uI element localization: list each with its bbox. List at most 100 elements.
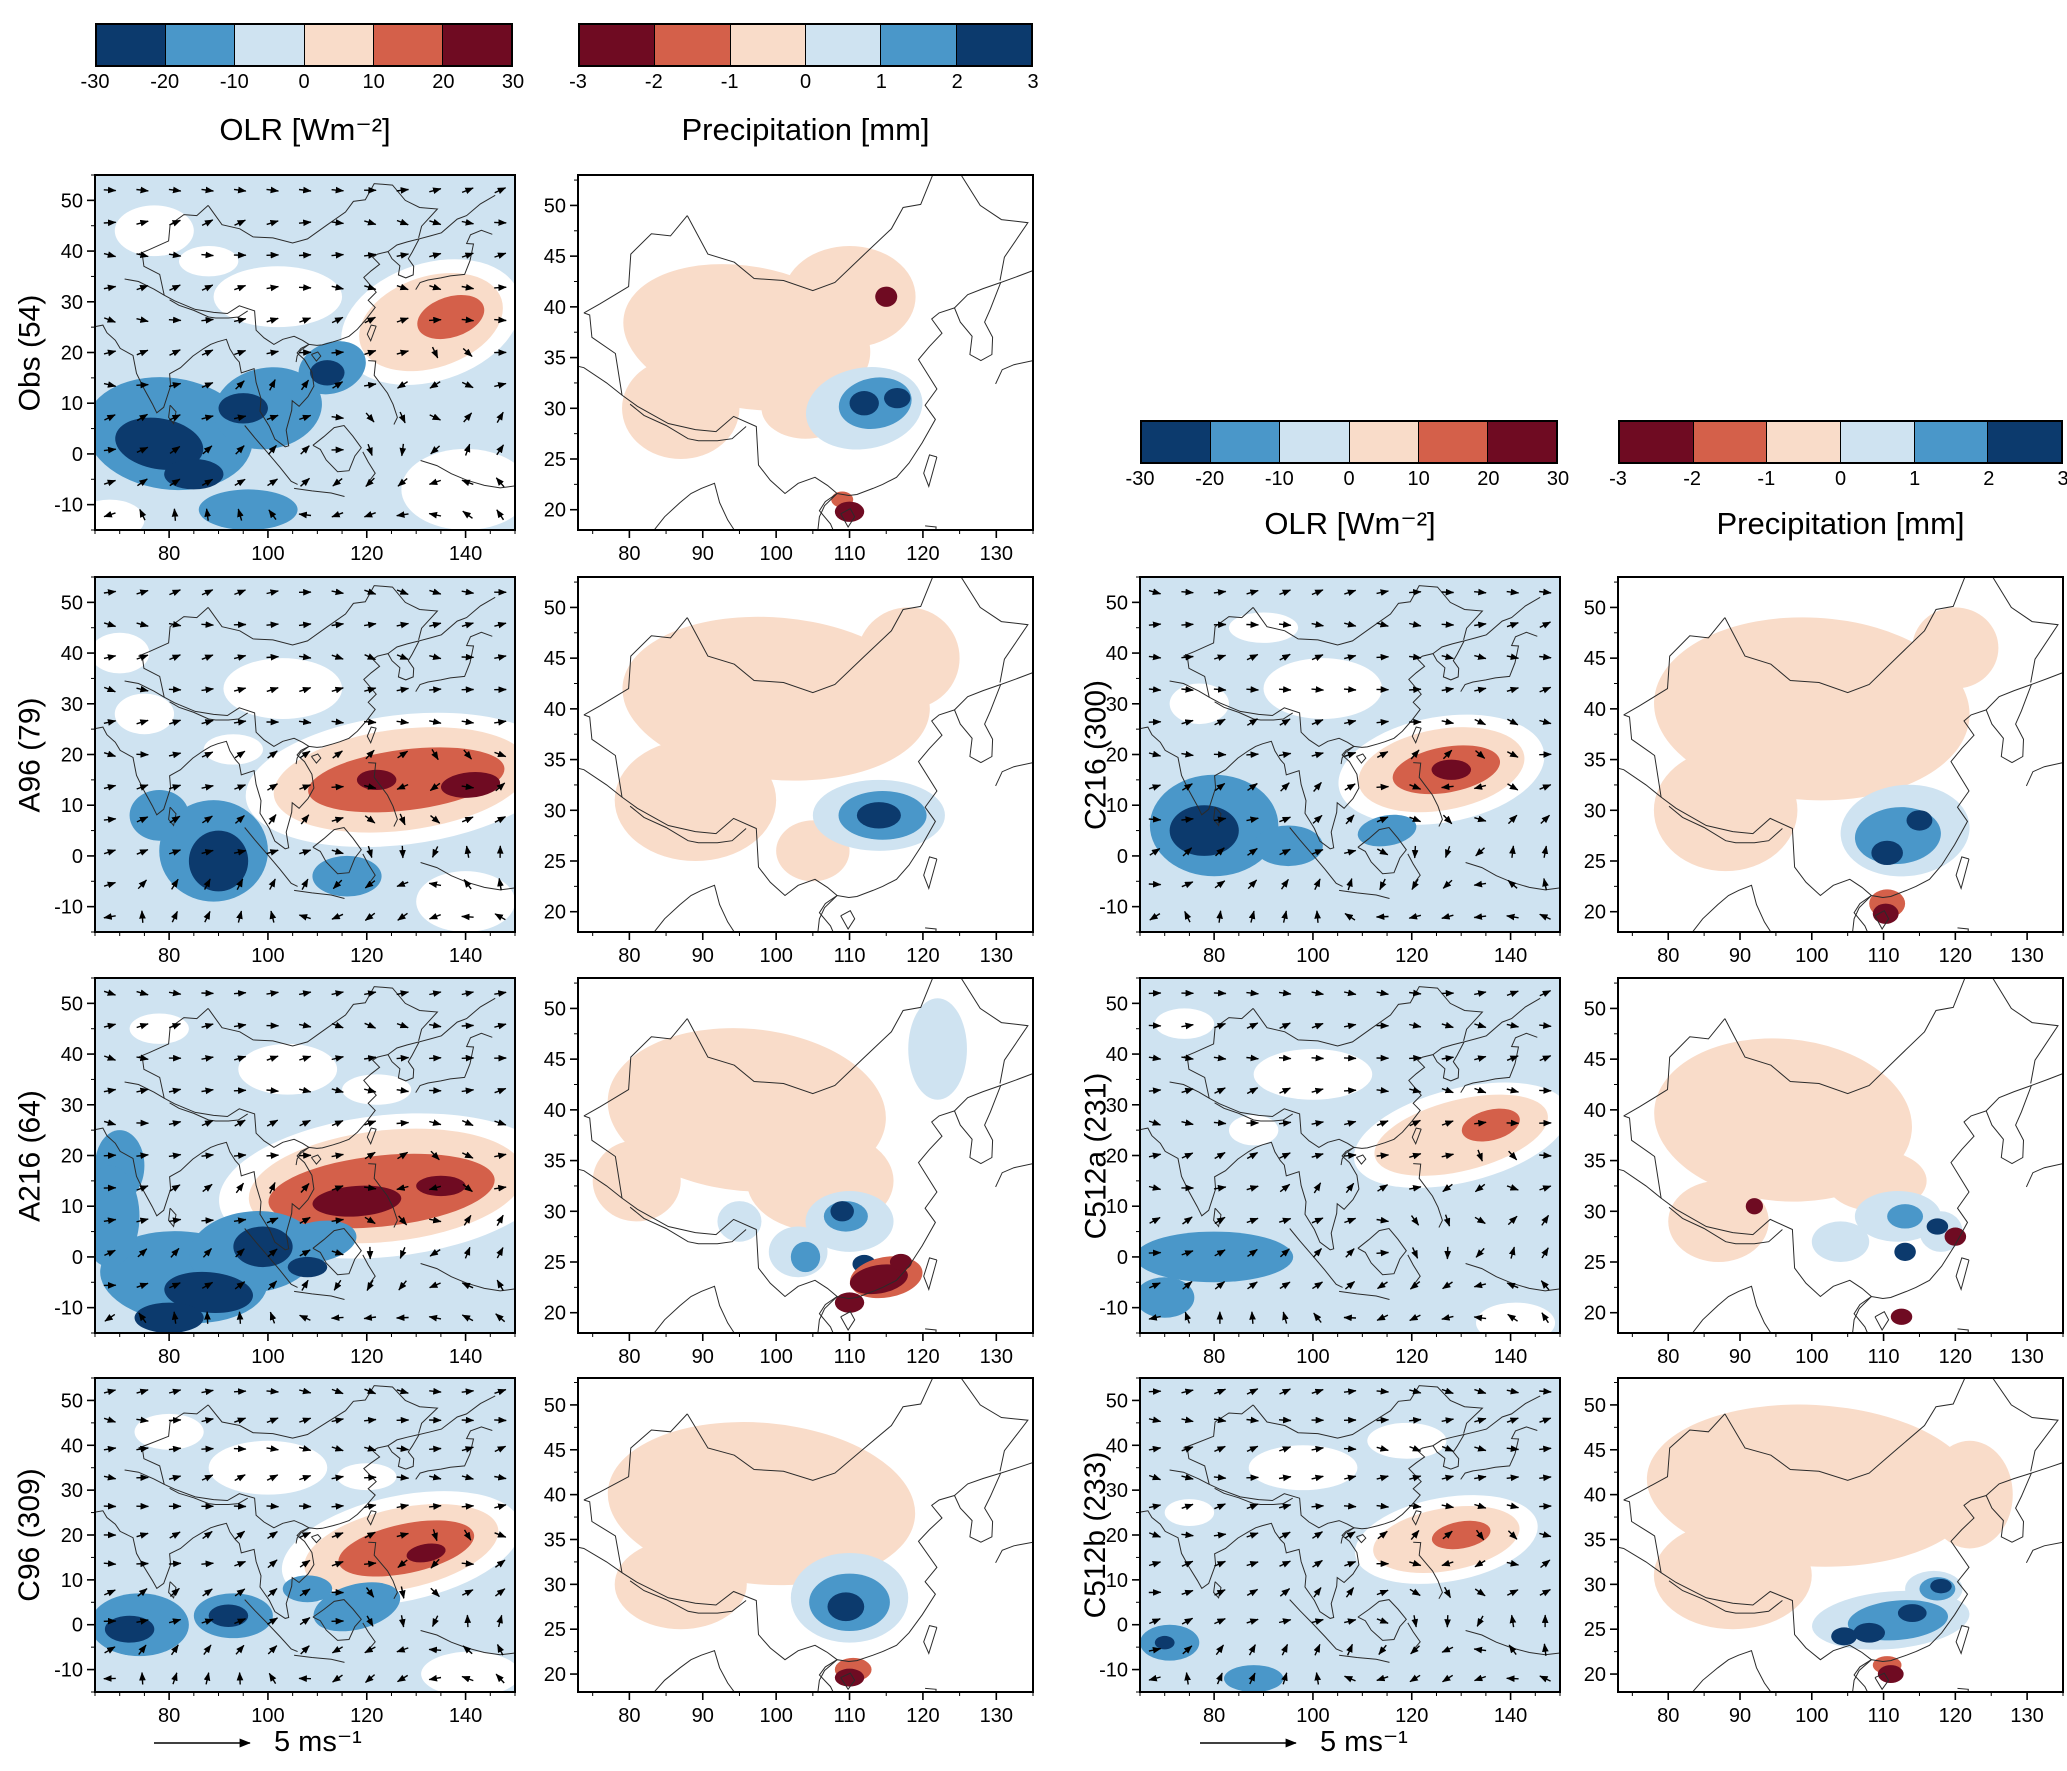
svg-text:50: 50 (1106, 1390, 1128, 1412)
svg-text:20: 20 (544, 902, 566, 924)
svg-text:50: 50 (61, 592, 83, 614)
svg-text:10: 10 (61, 393, 83, 415)
svg-text:25: 25 (1584, 851, 1606, 873)
colorbar-segment-maroon (1486, 422, 1557, 462)
svg-text:30: 30 (1106, 1480, 1128, 1502)
svg-text:90: 90 (692, 1346, 714, 1368)
svg-text:-10: -10 (54, 897, 83, 919)
colorbar-tick: -10 (1264, 468, 1294, 490)
colorbar-segment-navy (1987, 422, 2062, 462)
svg-text:30: 30 (1584, 1201, 1606, 1223)
svg-text:130: 130 (2010, 1705, 2043, 1727)
precip-map-c216-precip: 80 90 100 110 120 130 20 25 30 35 40 45 50 (1584, 576, 2064, 967)
svg-text:50: 50 (544, 1395, 566, 1417)
svg-text:50: 50 (1584, 998, 1606, 1020)
svg-text:130: 130 (980, 1346, 1013, 1368)
svg-text:40: 40 (61, 643, 83, 665)
svg-text:25: 25 (544, 1619, 566, 1641)
olr-map-a216-olr: 80 100 120 140 -10 0 10 20 30 40 50 (54, 977, 516, 1368)
colorbar-tick: 30 (1546, 468, 1570, 490)
svg-text:50: 50 (544, 597, 566, 619)
colorbar-precip-left: -3 -2 -1 0 1 2 3 (569, 23, 1039, 95)
svg-text:45: 45 (1584, 648, 1606, 670)
svg-text:80: 80 (1203, 945, 1225, 967)
svg-text:30: 30 (1106, 694, 1128, 716)
svg-text:40: 40 (544, 1485, 566, 1507)
map-panel-c216-precip: 80 90 100 110 120 130 20 25 30 35 40 45 50 (1560, 571, 2067, 970)
svg-text:30: 30 (544, 1574, 566, 1596)
wind-scale-right: 5 ms⁻¹ (1196, 1724, 1408, 1759)
svg-text:50: 50 (544, 195, 566, 217)
colorbar-tick: -30 (80, 71, 110, 93)
colorbar-tick: -3 (1609, 468, 1627, 490)
svg-text:50: 50 (61, 993, 83, 1015)
svg-text:25: 25 (544, 851, 566, 873)
svg-text:30: 30 (61, 292, 83, 314)
colorbar-olr-right-segments (1140, 420, 1558, 464)
svg-text:80: 80 (618, 543, 640, 565)
svg-text:50: 50 (1106, 993, 1128, 1015)
row-label-a96: A96 (79) (13, 696, 46, 813)
map-panel-c216-olr: 80 100 120 140 -10 0 10 20 30 40 50 (1082, 571, 1570, 970)
colorbar-tick: 1 (875, 71, 887, 93)
colorbar-segment-maroon (580, 25, 655, 65)
svg-text:80: 80 (618, 1346, 640, 1368)
svg-text:45: 45 (544, 1049, 566, 1071)
svg-text:40: 40 (1584, 1485, 1606, 1507)
row-label-c512b: C512b (233) (1079, 1451, 1112, 1619)
precip-map-c96-precip: 80 90 100 110 120 130 20 25 30 35 40 45 50 (544, 1377, 1034, 1727)
svg-text:80: 80 (1657, 1705, 1679, 1727)
svg-text:10: 10 (1106, 1196, 1128, 1218)
svg-text:120: 120 (350, 945, 383, 967)
svg-text:130: 130 (2010, 1346, 2043, 1368)
svg-text:120: 120 (350, 1705, 383, 1727)
colorbar-tick: -20 (1195, 468, 1225, 490)
svg-text:140: 140 (449, 1346, 482, 1368)
svg-text:10: 10 (61, 795, 83, 817)
colorbar-precip-right-ticks: -3 -2 -1 0 1 2 3 (1609, 464, 2067, 492)
colorbar-tick: 1 (1909, 468, 1921, 490)
map-panel-a96-precip: 80 90 100 110 120 130 20 25 30 35 40 45 50 (520, 571, 1043, 970)
colorbar-segment-light_blue (804, 25, 881, 65)
svg-text:100: 100 (1296, 1705, 1329, 1727)
svg-text:45: 45 (1584, 1049, 1606, 1071)
colorbar-tick: 2 (1983, 468, 1995, 490)
svg-text:110: 110 (834, 1346, 866, 1368)
colorbar-segment-blue (880, 25, 956, 65)
svg-text:100: 100 (251, 1346, 284, 1368)
svg-text:30: 30 (1106, 1095, 1128, 1117)
svg-text:30: 30 (61, 1480, 83, 1502)
colorbar-segment-salmon (372, 25, 442, 65)
svg-text:90: 90 (692, 945, 714, 967)
svg-text:120: 120 (1939, 1346, 1972, 1368)
svg-text:40: 40 (544, 297, 566, 319)
svg-text:120: 120 (906, 945, 939, 967)
svg-text:45: 45 (544, 648, 566, 670)
svg-text:40: 40 (61, 1044, 83, 1066)
svg-text:80: 80 (158, 1346, 180, 1368)
svg-text:35: 35 (1584, 1529, 1606, 1551)
svg-text:100: 100 (759, 1346, 792, 1368)
colorbar-tick: 0 (298, 71, 310, 93)
olr-map-c96-olr: 80 100 120 140 -10 0 10 20 30 40 50 (54, 1377, 516, 1727)
colorbar-tick: -2 (644, 71, 663, 93)
colorbar-tick: 2 (951, 71, 963, 93)
map-panel-a216-olr: 80 100 120 140 -10 0 10 20 30 40 50 (37, 972, 525, 1371)
svg-text:-10: -10 (1099, 1660, 1128, 1682)
svg-text:-10: -10 (54, 1298, 83, 1320)
svg-text:140: 140 (1494, 1705, 1527, 1727)
row-label-c96: C96 (309) (13, 1468, 46, 1602)
wind-scale-left: 5 ms⁻¹ (150, 1724, 362, 1759)
svg-text:120: 120 (1395, 1705, 1428, 1727)
svg-text:30: 30 (544, 800, 566, 822)
map-panel-a96-olr: 80 100 120 140 -10 0 10 20 30 40 50 (37, 571, 525, 970)
svg-text:20: 20 (1106, 1525, 1128, 1547)
svg-text:25: 25 (1584, 1252, 1606, 1274)
colorbar-segment-light_blue (1279, 422, 1349, 462)
colorbar-tick: 3 (1027, 71, 1039, 93)
svg-text:30: 30 (544, 398, 566, 420)
colorbar-olr-right: -30 -20 -10 0 10 20 30 (1126, 420, 1569, 492)
row-label-c512a: C512a (231) (1079, 1072, 1112, 1239)
svg-text:100: 100 (251, 543, 284, 565)
row-label-a216: A216 (64) (13, 1089, 46, 1222)
